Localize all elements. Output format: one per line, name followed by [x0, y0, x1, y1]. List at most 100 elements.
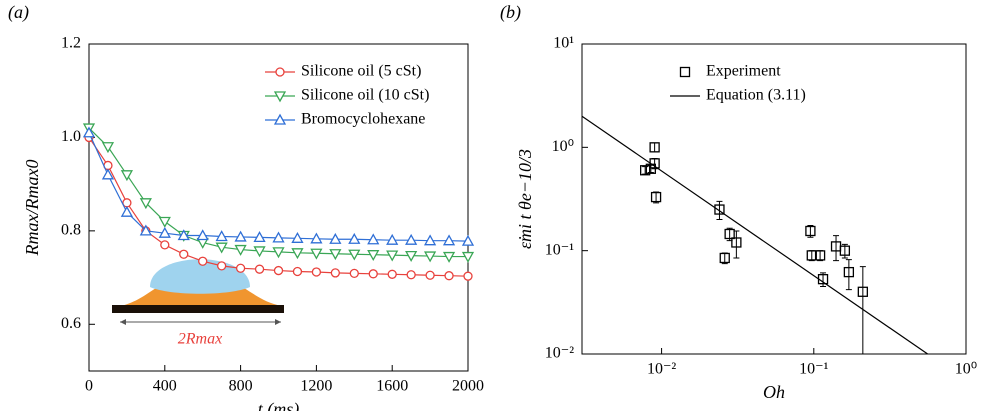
marker	[158, 226, 171, 238]
marker	[196, 229, 209, 241]
marker	[719, 252, 730, 264]
marker	[461, 251, 475, 263]
legend-marker	[273, 113, 287, 125]
marker	[442, 251, 456, 263]
marker	[139, 198, 152, 210]
plot-frame	[88, 43, 469, 372]
marker	[101, 168, 115, 180]
marker	[425, 270, 435, 280]
marker	[368, 269, 378, 279]
inset-label: 2Rmax	[178, 331, 222, 348]
marker	[120, 205, 134, 217]
marker	[329, 249, 342, 261]
marker	[814, 250, 826, 261]
marker	[405, 250, 418, 262]
marker	[330, 268, 341, 278]
error-bar	[817, 250, 824, 262]
y-tick-label: 1.2	[61, 35, 81, 52]
series-line	[581, 115, 929, 355]
marker	[139, 224, 152, 236]
legend-marker	[679, 66, 691, 78]
inset-drawing: 2Rmax	[112, 259, 284, 348]
error-bar	[651, 142, 658, 153]
x-tick-label: 1600	[376, 378, 408, 395]
marker	[310, 232, 323, 244]
x-tick-label: 1200	[300, 378, 332, 395]
marker	[367, 233, 380, 245]
y-tick-label: 10⁻¹	[545, 241, 574, 258]
panel-label: (a)	[8, 2, 29, 23]
marker	[387, 269, 397, 279]
marker	[731, 237, 742, 248]
marker	[405, 233, 418, 245]
x-tick-label: 10⁰	[955, 361, 977, 378]
marker	[461, 234, 475, 246]
legend-label: Silicone oil (5 cSt)	[301, 63, 421, 80]
marker	[329, 232, 342, 244]
marker	[272, 247, 285, 259]
error-bar	[845, 259, 852, 291]
error-bar	[859, 266, 866, 355]
y-tick-label: 0.8	[61, 222, 81, 239]
marker	[311, 267, 322, 277]
marker	[463, 271, 473, 281]
marker	[234, 230, 247, 242]
x-tick-label: 2000	[452, 378, 484, 395]
marker	[310, 248, 323, 260]
error-bar	[733, 230, 740, 259]
marker	[216, 261, 227, 271]
marker	[649, 142, 660, 153]
marker	[215, 242, 228, 254]
marker	[177, 229, 190, 241]
marker	[179, 249, 189, 259]
marker	[253, 231, 266, 243]
marker	[272, 231, 285, 243]
x-tick-label: 10⁻¹	[799, 361, 828, 378]
legend-label: Bromocyclohexane	[301, 111, 425, 128]
marker	[843, 266, 855, 278]
y-tick-label: 1.0	[61, 128, 81, 145]
panel-label: (b)	[500, 2, 521, 23]
marker	[291, 248, 304, 260]
y-tick-label: 10⁻²	[545, 345, 574, 362]
marker	[215, 230, 228, 242]
marker	[101, 142, 115, 154]
marker	[805, 225, 816, 237]
marker	[650, 191, 662, 203]
marker	[423, 251, 437, 263]
marker	[160, 240, 170, 250]
marker	[198, 256, 208, 266]
y-tick-label: 10⁰	[552, 138, 574, 155]
marker	[442, 234, 456, 246]
marker	[444, 271, 454, 281]
x-tick-label: 10⁻²	[647, 361, 676, 378]
marker	[120, 170, 134, 182]
marker	[806, 250, 817, 261]
marker	[253, 246, 266, 258]
marker	[349, 268, 359, 279]
marker	[254, 264, 265, 274]
marker	[857, 286, 868, 297]
marker	[386, 250, 399, 262]
marker	[234, 244, 247, 256]
x-axis-label: Oh	[763, 382, 785, 402]
marker	[839, 245, 851, 256]
x-tick-label: 0	[85, 378, 93, 395]
legend-marker	[275, 67, 285, 77]
y-axis-label: Rmax/Rmax0	[22, 160, 42, 257]
marker	[423, 234, 437, 246]
legend-label: Experiment	[706, 63, 781, 80]
x-axis-label: t (ms)	[258, 399, 300, 411]
marker	[158, 216, 171, 228]
y-tick-label: 0.6	[61, 315, 81, 332]
legend-label: Equation (3.11)	[706, 87, 806, 104]
legend-label: Silicone oil (10 cSt)	[301, 87, 429, 104]
marker	[273, 265, 284, 276]
marker	[291, 231, 304, 243]
marker	[235, 263, 246, 273]
marker	[348, 249, 361, 261]
marker	[724, 228, 735, 240]
marker	[292, 266, 303, 277]
substrate	[112, 305, 284, 313]
